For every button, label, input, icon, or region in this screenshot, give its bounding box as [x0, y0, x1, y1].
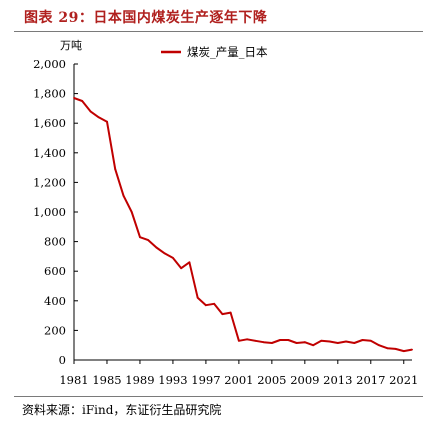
data-point	[271, 342, 273, 344]
data-point	[262, 341, 265, 344]
data-point	[238, 339, 240, 342]
y-tick-label: 0	[59, 353, 66, 367]
data-point	[172, 257, 174, 259]
data-point	[328, 340, 331, 343]
data-point	[361, 339, 364, 341]
data-point	[295, 342, 298, 344]
title-divider	[14, 31, 423, 32]
x-tick-label: 2017	[356, 373, 385, 387]
y-tick-label: 200	[44, 323, 66, 337]
y-tick-label: 1,800	[33, 87, 66, 101]
data-point	[81, 100, 84, 102]
data-point	[180, 267, 183, 270]
data-point	[188, 261, 191, 264]
x-tick-label: 1993	[158, 373, 187, 387]
data-point	[163, 252, 166, 255]
data-point	[345, 340, 347, 343]
x-tick-label: 2009	[290, 373, 319, 387]
data-point	[353, 342, 356, 344]
data-point	[320, 339, 323, 342]
y-tick-label: 1,200	[33, 175, 66, 189]
data-point	[394, 348, 397, 350]
data-point	[221, 313, 224, 315]
data-point	[246, 338, 249, 341]
data-point	[73, 97, 75, 99]
y-tick-label: 600	[44, 264, 66, 278]
x-tick-label: 2001	[224, 373, 253, 387]
y-tick-label: 2,000	[33, 57, 66, 71]
data-point	[369, 339, 372, 342]
data-point	[213, 302, 216, 305]
x-tick-label: 1997	[191, 373, 220, 387]
data-point	[155, 246, 158, 249]
data-point	[402, 350, 405, 352]
legend-label: 煤炭_产量_日本	[187, 45, 268, 59]
y-tick-label: 400	[44, 294, 66, 308]
source-divider	[14, 396, 423, 397]
x-tick-label: 2005	[257, 373, 286, 387]
series-line	[73, 97, 413, 353]
figure-title: 图表 29：日本国内煤炭生产逐年下降	[24, 10, 268, 26]
y-tick-label: 1,400	[33, 146, 66, 160]
data-point	[411, 348, 413, 351]
data-point	[97, 116, 100, 119]
data-point	[279, 339, 281, 341]
data-point	[386, 347, 389, 350]
figure-header: 图表 29：日本国内煤炭生产逐年下降	[14, 6, 423, 30]
data-point	[122, 194, 125, 197]
data-point	[229, 311, 232, 314]
x-tick-label: 1981	[59, 373, 88, 387]
data-point	[312, 344, 314, 347]
data-point	[303, 341, 306, 344]
data-point	[336, 342, 339, 344]
data-point	[254, 339, 257, 342]
x-tick-label: 1989	[125, 373, 154, 387]
data-point	[205, 304, 207, 307]
data-point	[139, 236, 141, 239]
data-point	[147, 239, 150, 242]
source-note: 资料来源：iFind，东证衍生品研究院	[22, 403, 222, 417]
y-tick-label: 1,600	[33, 116, 66, 130]
data-point	[106, 120, 108, 123]
y-tick-label: 1,000	[33, 205, 66, 219]
data-point	[130, 211, 133, 213]
x-tick-label: 1985	[92, 373, 121, 387]
y-axis-unit: 万吨	[60, 39, 82, 52]
x-tick-label: 2013	[323, 373, 352, 387]
data-point	[89, 110, 92, 113]
data-point	[287, 339, 290, 341]
y-tick-label: 800	[44, 235, 66, 249]
data-point	[114, 168, 117, 171]
line-chart: 万吨 0 200 400 600 800 1,000 1,200 1,400 1,600 1,800…	[33, 39, 418, 387]
data-point	[378, 344, 380, 347]
data-point	[196, 296, 199, 299]
x-tick-label: 2021	[389, 373, 418, 387]
